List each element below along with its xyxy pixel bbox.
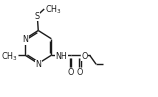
- Text: S: S: [35, 12, 40, 21]
- Text: CH$_3$: CH$_3$: [1, 51, 17, 63]
- Text: O: O: [82, 52, 88, 61]
- Text: O: O: [67, 68, 74, 77]
- Text: N: N: [35, 60, 41, 69]
- Text: N: N: [22, 35, 28, 44]
- Text: CH$_3$: CH$_3$: [45, 4, 61, 16]
- Text: NH: NH: [55, 52, 67, 61]
- Text: O: O: [76, 68, 83, 77]
